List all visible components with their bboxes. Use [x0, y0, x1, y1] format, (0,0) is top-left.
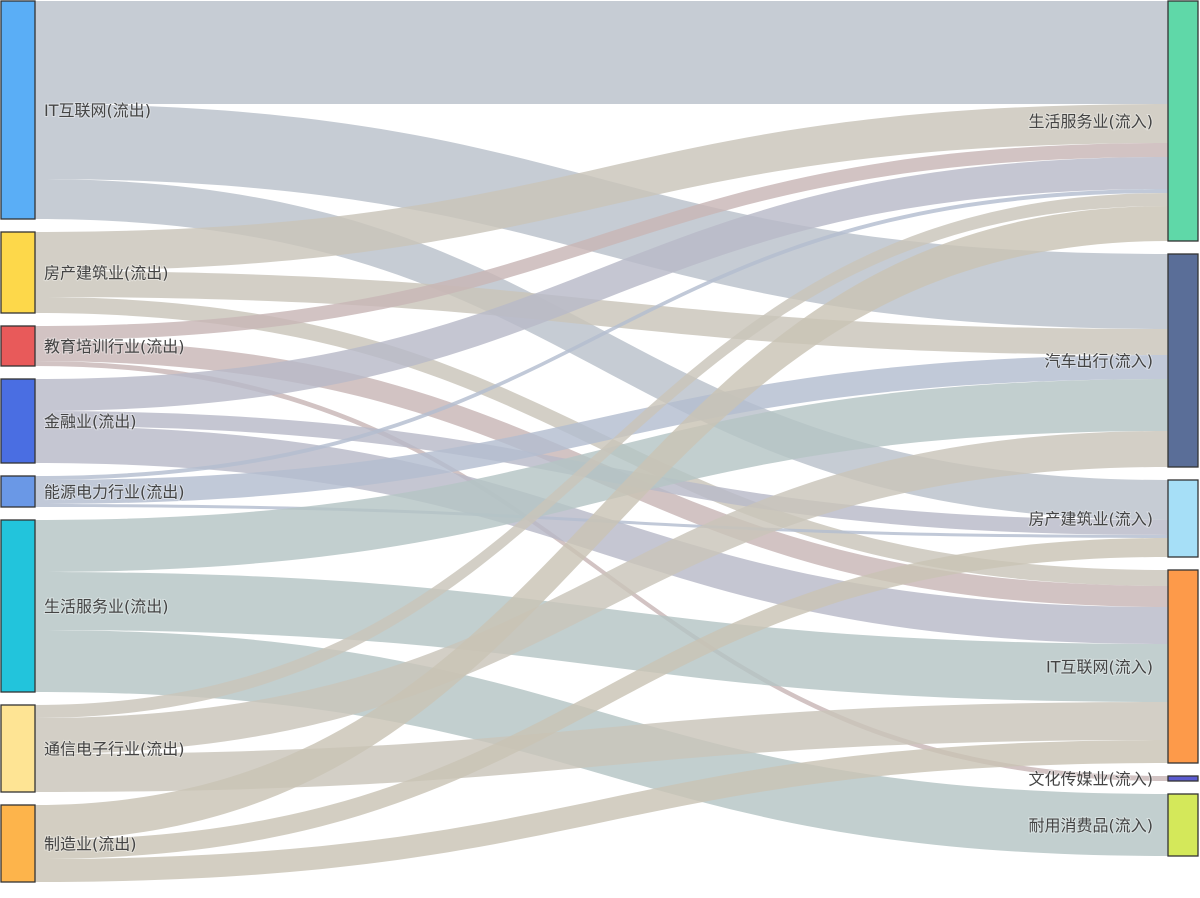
sankey-link [35, 157, 1168, 411]
target-node-label: 汽车出行(流入) [1045, 352, 1154, 371]
sankey-link [35, 572, 1168, 702]
target-node[interactable] [1167, 569, 1199, 764]
source-node[interactable] [0, 519, 36, 693]
links-layer [35, 1, 1168, 882]
target-node-label: 生活服务业(流入) [1029, 112, 1154, 131]
source-node[interactable] [0, 231, 36, 314]
sankey-link [35, 538, 1168, 859]
target-node[interactable] [1167, 0, 1199, 242]
target-node-label: 房产建筑业(流入) [1029, 510, 1154, 529]
source-node-label: 生活服务业(流出) [44, 597, 169, 616]
sankey-link [35, 104, 1168, 271]
target-node[interactable] [1167, 479, 1199, 558]
sankey-link [35, 206, 1168, 840]
source-node[interactable] [0, 475, 36, 508]
sankey-link [35, 431, 1168, 754]
target-node-label: 文化传媒业(流入) [1029, 770, 1154, 789]
sankey-link [35, 1, 1168, 104]
sankey-link [35, 355, 1168, 504]
source-node-label: IT互联网(流出) [44, 101, 151, 120]
source-node[interactable] [0, 704, 36, 793]
sankey-link [35, 143, 1168, 340]
target-node[interactable] [1167, 793, 1199, 857]
source-node-label: 能源电力行业(流出) [44, 483, 185, 502]
target-node-label: 耐用消费品(流入) [1029, 816, 1154, 835]
target-node[interactable] [1167, 775, 1199, 782]
source-node[interactable] [0, 378, 36, 464]
target-node[interactable] [1167, 253, 1199, 468]
sankey-link [35, 740, 1168, 882]
sankey-link [35, 379, 1168, 572]
source-node[interactable] [0, 0, 36, 220]
target-node-label: IT互联网(流入) [1046, 658, 1153, 677]
sankey-link [35, 271, 1168, 355]
source-node-label: 金融业(流出) [44, 412, 137, 431]
sankey-link [35, 193, 1168, 718]
source-node-label: 教育培训行业(流出) [44, 337, 185, 356]
sankey-link [35, 361, 1168, 781]
sankey-link [35, 189, 1168, 480]
source-node[interactable] [0, 325, 36, 367]
sankey-link [35, 179, 1168, 520]
labels-layer: IT互联网(流出) 房产建筑业(流出) 教育培训行业(流出) 金融业(流出) 能源电力行… [43, 100, 1154, 855]
source-node[interactable] [0, 804, 36, 883]
source-node-label: 制造业(流出) [44, 835, 137, 854]
source-node-label: 房产建筑业(流出) [44, 264, 169, 283]
source-node-label: 通信电子行业(流出) [44, 740, 185, 759]
